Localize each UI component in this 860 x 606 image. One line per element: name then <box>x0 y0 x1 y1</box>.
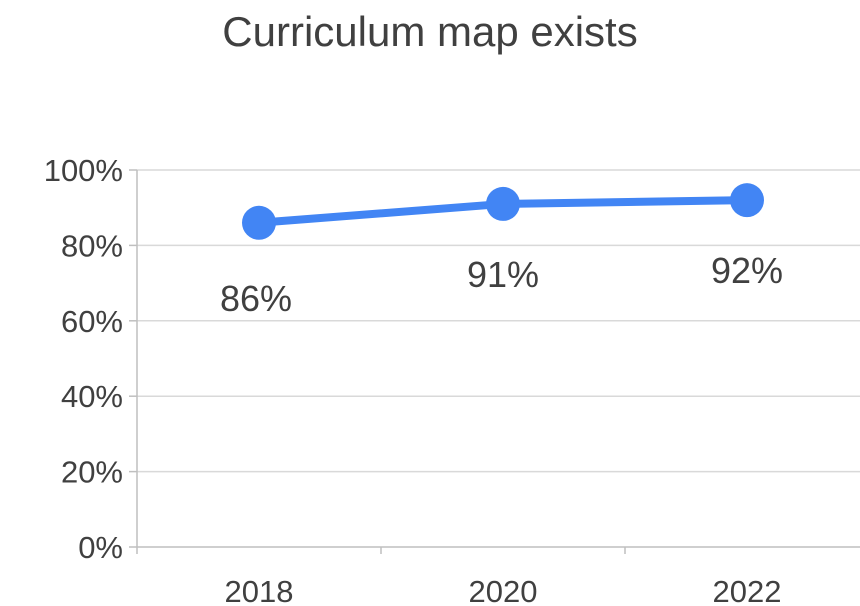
y-tick-label: 40% <box>61 379 123 414</box>
data-label-2020: 91% <box>467 254 539 295</box>
data-label-2022: 92% <box>711 250 783 291</box>
chart-title: Curriculum map exists <box>222 8 638 55</box>
axes <box>129 169 860 554</box>
data-point-2020 <box>486 186 520 221</box>
y-axis-tick-labels: 0% 20% 40% 60% 80% 100% <box>44 153 123 565</box>
y-tick-label: 100% <box>44 153 123 188</box>
y-tick-label: 0% <box>78 530 123 565</box>
y-tick-label: 80% <box>61 228 123 263</box>
y-tick-label: 60% <box>61 304 123 339</box>
x-axis-tick-labels: 2018 2020 2022 <box>225 574 782 606</box>
gridlines <box>137 169 860 473</box>
series <box>242 183 764 240</box>
x-tick-label: 2022 <box>713 574 782 606</box>
data-point-2022 <box>730 183 764 218</box>
data-labels: 86% 91% 92% <box>220 250 783 319</box>
y-tick-label: 20% <box>61 455 123 490</box>
data-point-2018 <box>242 205 276 240</box>
data-label-2018: 86% <box>220 278 292 319</box>
x-tick-label: 2020 <box>469 574 538 606</box>
x-tick-label: 2018 <box>225 574 294 606</box>
